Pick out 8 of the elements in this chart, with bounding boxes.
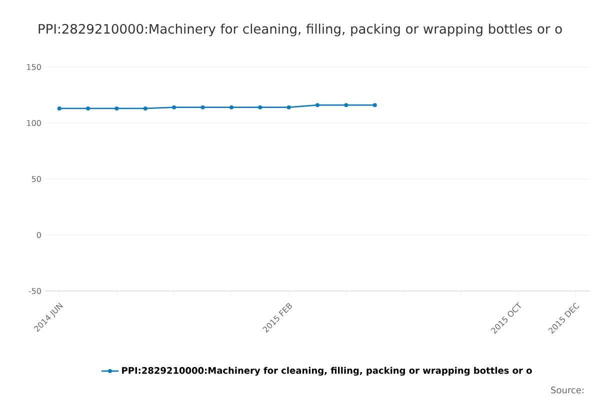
y-tick-label: 150 [27, 64, 41, 70]
y-tick-label: -50 [28, 288, 41, 294]
y-tick-label: 100 [27, 120, 41, 126]
legend-label: PPI:2829210000:Machinery for cleaning, filling, packing or wrapping bottles or o [122, 366, 532, 376]
y-tick-label: 0 [36, 232, 41, 238]
y-tick-label: 50 [32, 176, 41, 182]
source-note: Source: [551, 386, 584, 394]
chart-title: PPI:2829210000:Machinery for cleaning, filling, packing or wrapping bottles or o [38, 24, 562, 36]
